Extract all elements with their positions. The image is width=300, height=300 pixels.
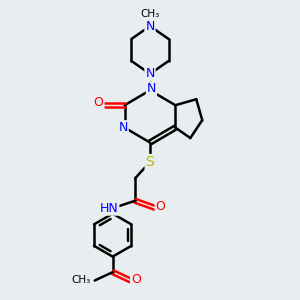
Text: O: O xyxy=(94,96,103,109)
Text: CH₃: CH₃ xyxy=(140,8,160,19)
Text: CH₃: CH₃ xyxy=(71,275,90,286)
Text: O: O xyxy=(131,273,141,286)
Text: N: N xyxy=(145,20,155,33)
Text: S: S xyxy=(146,155,154,169)
Text: N: N xyxy=(118,121,128,134)
Text: HN: HN xyxy=(100,202,118,215)
Text: N: N xyxy=(145,68,155,80)
Text: O: O xyxy=(155,200,165,213)
Text: N: N xyxy=(147,82,156,95)
